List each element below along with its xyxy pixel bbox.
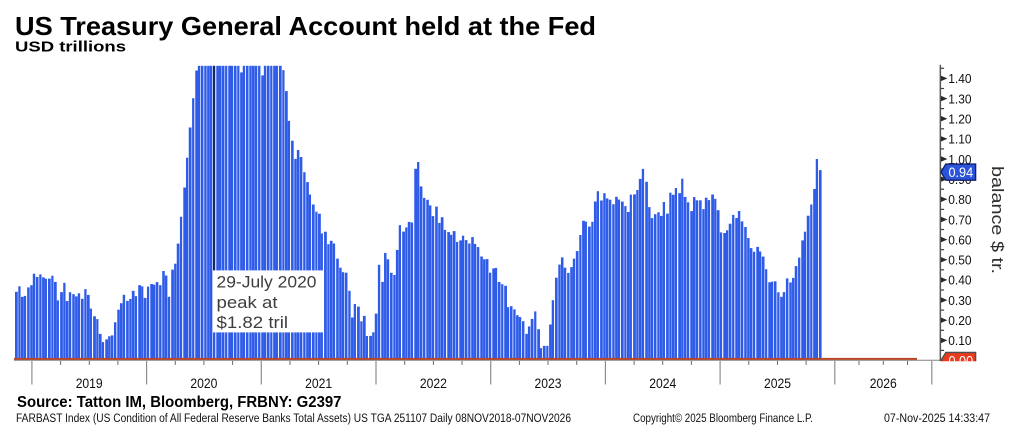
svg-text:2025: 2025 bbox=[764, 376, 791, 391]
svg-text:1.00: 1.00 bbox=[948, 152, 971, 167]
svg-text:2021: 2021 bbox=[305, 376, 332, 391]
svg-text:0.50: 0.50 bbox=[948, 253, 971, 268]
svg-text:07-Nov-2025 14:33:47: 07-Nov-2025 14:33:47 bbox=[884, 411, 990, 425]
svg-text:Source: Tatton IM, Bloomberg,: Source: Tatton IM, Bloomberg, FRBNY: G23… bbox=[17, 394, 342, 411]
svg-text:0.20: 0.20 bbox=[948, 313, 971, 328]
svg-text:0.30: 0.30 bbox=[948, 293, 971, 308]
svg-text:USD trillions: USD trillions bbox=[15, 40, 126, 56]
svg-text:2026: 2026 bbox=[870, 376, 897, 391]
svg-text:balance $ tr.: balance $ tr. bbox=[988, 166, 1007, 274]
svg-text:$1.82 tril: $1.82 tril bbox=[217, 313, 289, 332]
svg-text:1.10: 1.10 bbox=[948, 132, 971, 147]
svg-text:1.40: 1.40 bbox=[948, 71, 971, 86]
svg-text:0.80: 0.80 bbox=[948, 192, 971, 207]
svg-text:1.30: 1.30 bbox=[948, 91, 971, 106]
svg-text:Copyright© 2025 Bloomberg Fina: Copyright© 2025 Bloomberg Finance L.P. bbox=[633, 411, 813, 425]
svg-text:2019: 2019 bbox=[76, 376, 103, 391]
svg-text:0.40: 0.40 bbox=[948, 273, 971, 288]
svg-text:2023: 2023 bbox=[535, 376, 562, 391]
svg-text:2022: 2022 bbox=[420, 376, 447, 391]
svg-text:peak at: peak at bbox=[217, 293, 278, 312]
svg-text:29-July 2020: 29-July 2020 bbox=[217, 273, 317, 292]
svg-text:0.00: 0.00 bbox=[949, 353, 974, 368]
svg-text:US Treasury General Account he: US Treasury General Account held at the … bbox=[15, 11, 596, 41]
svg-text:2020: 2020 bbox=[190, 376, 217, 391]
svg-text:0.94: 0.94 bbox=[949, 165, 974, 180]
svg-text:1.20: 1.20 bbox=[948, 112, 971, 127]
svg-text:FARBAST Index (US Condition of: FARBAST Index (US Condition of All Feder… bbox=[16, 411, 571, 425]
svg-text:2024: 2024 bbox=[649, 376, 676, 391]
svg-text:0.10: 0.10 bbox=[948, 333, 971, 348]
svg-text:0.60: 0.60 bbox=[948, 232, 971, 247]
svg-text:0.70: 0.70 bbox=[948, 212, 971, 227]
